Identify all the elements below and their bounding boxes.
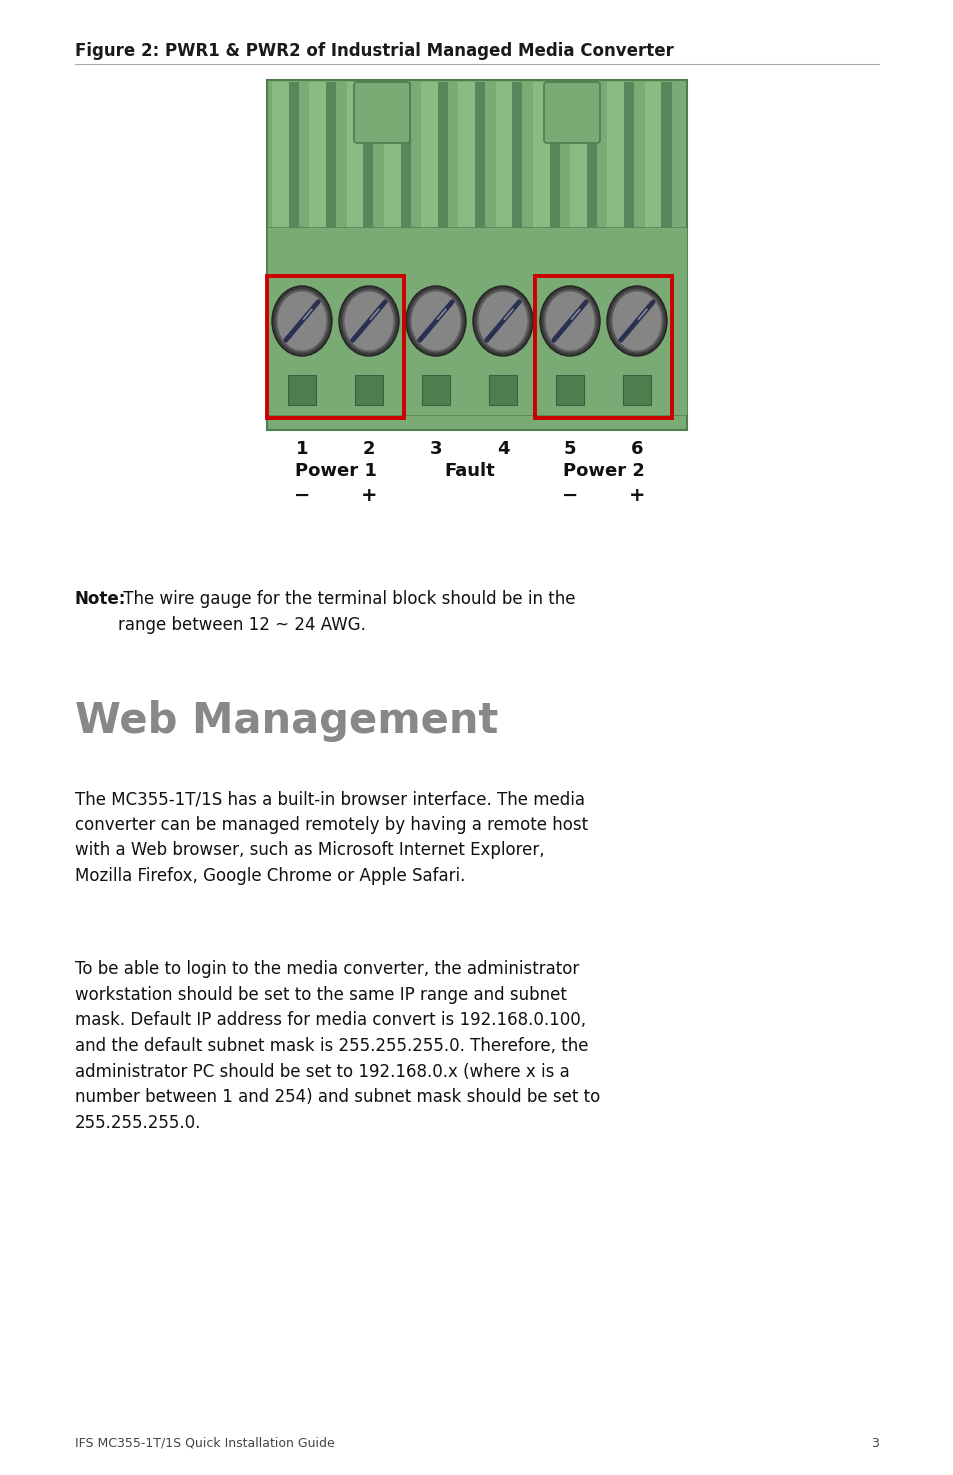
Ellipse shape xyxy=(272,286,332,355)
Bar xyxy=(421,375,450,406)
Bar xyxy=(346,83,363,236)
Bar xyxy=(512,83,522,236)
Ellipse shape xyxy=(609,289,663,353)
Bar xyxy=(533,83,549,236)
Ellipse shape xyxy=(606,286,666,355)
Ellipse shape xyxy=(409,289,462,353)
FancyBboxPatch shape xyxy=(267,80,686,431)
Text: 2: 2 xyxy=(362,440,375,459)
Ellipse shape xyxy=(542,289,597,353)
Ellipse shape xyxy=(539,286,599,355)
Ellipse shape xyxy=(612,291,661,351)
Bar xyxy=(535,276,671,417)
Ellipse shape xyxy=(341,289,395,353)
Text: −: − xyxy=(561,485,578,504)
Bar xyxy=(570,83,586,236)
Text: 4: 4 xyxy=(497,440,509,459)
Ellipse shape xyxy=(406,286,465,355)
Bar xyxy=(549,83,559,236)
Ellipse shape xyxy=(276,291,327,351)
Text: −: − xyxy=(294,485,310,504)
Bar xyxy=(400,83,410,236)
Bar xyxy=(475,83,485,236)
Text: Fault: Fault xyxy=(444,462,495,479)
Ellipse shape xyxy=(344,291,394,351)
Ellipse shape xyxy=(274,289,329,353)
Bar xyxy=(326,83,335,236)
Text: To be able to login to the media converter, the administrator
workstation should: To be able to login to the media convert… xyxy=(75,960,599,1133)
Bar xyxy=(288,375,315,406)
Text: IFS MC355-1T/1S Quick Installation Guide: IFS MC355-1T/1S Quick Installation Guide xyxy=(75,1437,335,1450)
Bar xyxy=(556,375,583,406)
Text: 1: 1 xyxy=(295,440,308,459)
Ellipse shape xyxy=(411,291,460,351)
Text: Web Management: Web Management xyxy=(75,701,497,742)
Bar xyxy=(644,83,660,236)
Bar xyxy=(420,83,437,236)
Text: 3: 3 xyxy=(870,1437,878,1450)
Bar xyxy=(437,83,448,236)
Bar xyxy=(267,227,686,414)
FancyBboxPatch shape xyxy=(354,83,410,143)
Bar xyxy=(355,375,382,406)
Bar xyxy=(309,83,326,236)
Ellipse shape xyxy=(476,289,530,353)
Text: +: + xyxy=(628,485,644,504)
Ellipse shape xyxy=(477,291,527,351)
Bar xyxy=(489,375,517,406)
Bar xyxy=(586,83,597,236)
Bar xyxy=(272,83,289,236)
Bar xyxy=(607,83,623,236)
Text: Power 2: Power 2 xyxy=(562,462,644,479)
Ellipse shape xyxy=(544,291,595,351)
Ellipse shape xyxy=(473,286,533,355)
Bar xyxy=(660,83,671,236)
Ellipse shape xyxy=(338,286,398,355)
Bar xyxy=(289,83,298,236)
Text: +: + xyxy=(360,485,376,504)
Bar xyxy=(363,83,373,236)
Text: 3: 3 xyxy=(429,440,442,459)
Bar xyxy=(496,83,512,236)
Bar xyxy=(457,83,475,236)
Text: The MC355-1T/1S has a built-in browser interface. The media
converter can be man: The MC355-1T/1S has a built-in browser i… xyxy=(75,791,587,885)
Bar xyxy=(383,83,400,236)
Text: Note:: Note: xyxy=(75,590,126,608)
Text: 6: 6 xyxy=(630,440,642,459)
Text: The wire gauge for the terminal block should be in the
range between 12 ~ 24 AWG: The wire gauge for the terminal block sh… xyxy=(118,590,575,634)
Bar xyxy=(622,375,650,406)
Text: 5: 5 xyxy=(563,440,576,459)
Text: Power 1: Power 1 xyxy=(294,462,376,479)
Bar xyxy=(623,83,634,236)
Bar xyxy=(267,276,403,417)
Text: Figure 2: PWR1 & PWR2 of Industrial Managed Media Converter: Figure 2: PWR1 & PWR2 of Industrial Mana… xyxy=(75,41,673,60)
FancyBboxPatch shape xyxy=(543,83,599,143)
